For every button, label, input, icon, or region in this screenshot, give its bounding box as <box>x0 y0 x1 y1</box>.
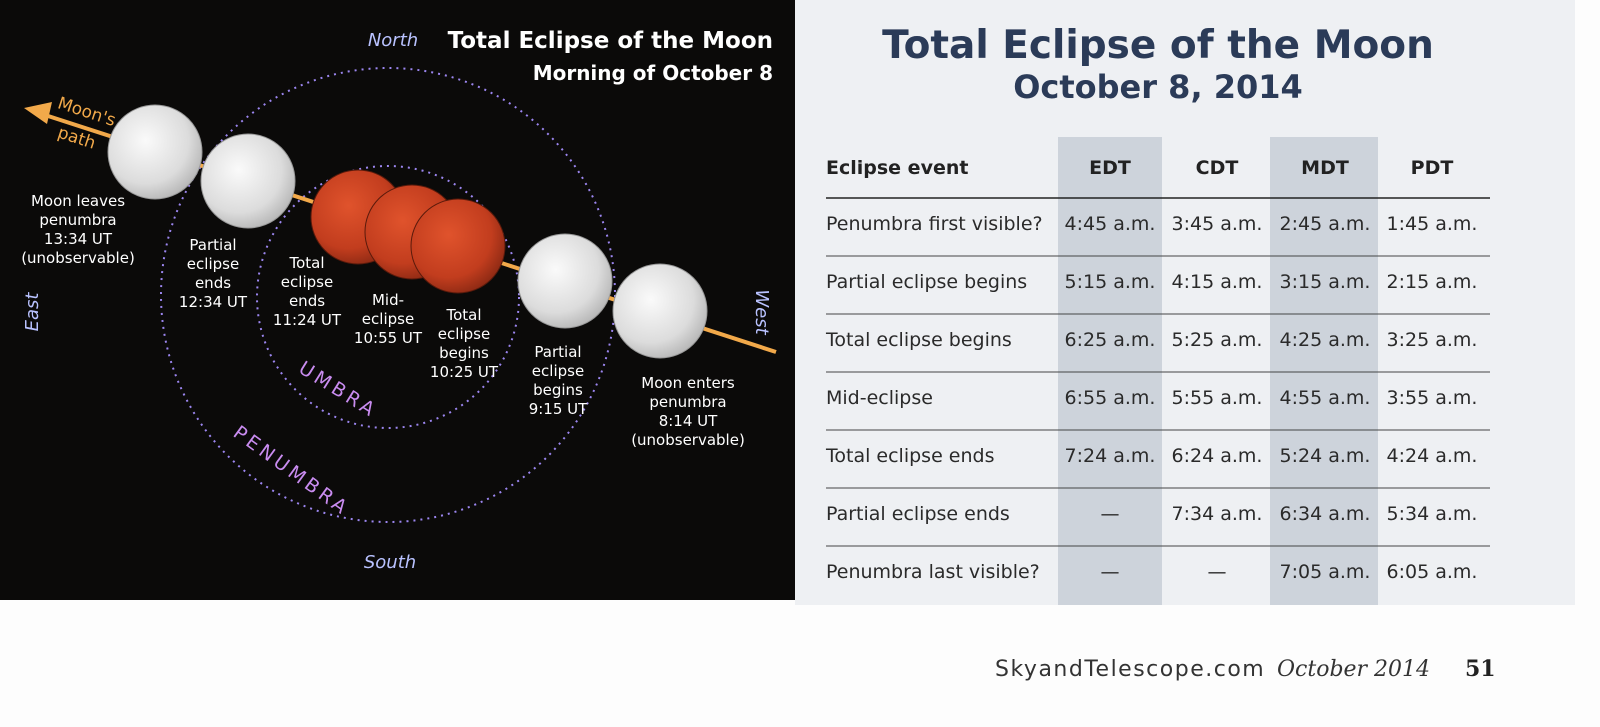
moon-label: 13:34 UT <box>44 230 113 248</box>
moon-label: Partial <box>189 236 236 254</box>
table-cell: 5:25 a.m. <box>1172 329 1263 351</box>
table-cell: Total eclipse ends <box>825 445 995 467</box>
table-header: MDT <box>1301 157 1349 179</box>
table-cell: Penumbra last visible? <box>826 561 1040 583</box>
table-cell: — <box>1101 503 1120 525</box>
table-cell: 1:45 a.m. <box>1387 213 1478 235</box>
moon <box>200 133 296 229</box>
moon-label: ends <box>195 274 231 292</box>
moon-label: 8:14 UT <box>659 412 718 430</box>
shaded-column <box>1058 137 1162 605</box>
table-cell: 7:34 a.m. <box>1172 503 1263 525</box>
table-cell: 3:45 a.m. <box>1172 213 1263 235</box>
table-cell: 2:45 a.m. <box>1280 213 1371 235</box>
moon-label: Moon enters <box>641 374 735 392</box>
table-cell: 4:55 a.m. <box>1280 387 1371 409</box>
path-arrow <box>24 102 52 124</box>
moon <box>517 233 613 329</box>
table-cell: 5:15 a.m. <box>1065 271 1156 293</box>
moon-label: penumbra <box>649 393 726 411</box>
diagram-title: Total Eclipse of the Moon <box>448 28 773 54</box>
umbra-circle <box>256 165 520 429</box>
penumbra-circle <box>160 67 616 523</box>
direction: North <box>368 30 418 51</box>
table-cell: 4:25 a.m. <box>1280 329 1371 351</box>
table-cell: 3:25 a.m. <box>1387 329 1478 351</box>
footer-page: 51 <box>1465 656 1496 682</box>
moon-label: eclipse <box>281 273 333 291</box>
moon <box>107 104 203 200</box>
moon-label: 12:34 UT <box>179 293 248 311</box>
table-cell: Partial eclipse begins <box>826 271 1027 293</box>
moon-label: begins <box>533 381 583 399</box>
table-title: Total Eclipse of the Moon <box>882 23 1434 68</box>
table-cell: 5:55 a.m. <box>1172 387 1263 409</box>
shaded-column <box>1270 137 1378 605</box>
table-cell: 7:24 a.m. <box>1065 445 1156 467</box>
moon-label: 9:15 UT <box>529 400 588 418</box>
moon-label: eclipse <box>532 362 584 380</box>
moon-label: (unobservable) <box>631 431 745 449</box>
direction: West <box>751 289 772 335</box>
table-header: PDT <box>1411 157 1454 179</box>
table-cell: 2:15 a.m. <box>1387 271 1478 293</box>
moon-label: begins <box>439 344 489 362</box>
table-cell: 4:45 a.m. <box>1065 213 1156 235</box>
moon-label: Total <box>288 254 324 272</box>
moon-label: 11:24 UT <box>273 311 342 329</box>
moon-label: penumbra <box>39 211 116 229</box>
table-cell: 6:34 a.m. <box>1280 503 1371 525</box>
table-cell: 7:05 a.m. <box>1280 561 1371 583</box>
table-cell: 6:05 a.m. <box>1387 561 1478 583</box>
moon-label: Total <box>445 306 481 324</box>
table-cell: Mid-eclipse <box>826 387 933 409</box>
table-cell: — <box>1101 561 1120 583</box>
table-cell: 4:15 a.m. <box>1172 271 1263 293</box>
table-cell: 4:24 a.m. <box>1387 445 1478 467</box>
table-cell: 6:55 a.m. <box>1065 387 1156 409</box>
table-cell: Partial eclipse ends <box>826 503 1010 525</box>
table-cell: Total eclipse begins <box>825 329 1012 351</box>
moon-label: Moon leaves <box>31 192 125 210</box>
footer-site: SkyandTelescope.com <box>995 657 1265 682</box>
moon-label: eclipse <box>362 310 414 328</box>
table-cell: 5:34 a.m. <box>1387 503 1478 525</box>
table-header: EDT <box>1089 157 1131 179</box>
moon-label: eclipse <box>187 255 239 273</box>
table-cell: 3:15 a.m. <box>1280 271 1371 293</box>
moon <box>612 263 708 359</box>
table-header: CDT <box>1196 157 1239 179</box>
moon-label: Mid- <box>372 291 404 309</box>
moon-label: (unobservable) <box>21 249 135 267</box>
footer-issue: October 2014 <box>1277 657 1430 682</box>
table-cell: 6:24 a.m. <box>1172 445 1263 467</box>
diagram-subtitle: Morning of October 8 <box>533 61 773 85</box>
table-cell: 5:24 a.m. <box>1280 445 1371 467</box>
table-subtitle: October 8, 2014 <box>1013 68 1303 106</box>
direction: South <box>364 552 416 573</box>
moon-label: 10:55 UT <box>354 329 423 347</box>
direction: East <box>22 292 43 332</box>
table-cell: 3:55 a.m. <box>1387 387 1478 409</box>
moon-label: ends <box>289 292 325 310</box>
moon-label: Partial <box>534 343 581 361</box>
table-cell: 6:25 a.m. <box>1065 329 1156 351</box>
table-cell: Penumbra first visible? <box>826 213 1043 235</box>
moon-label: 10:25 UT <box>430 363 499 381</box>
table-panel <box>795 0 1575 605</box>
table-header: Eclipse event <box>826 157 968 179</box>
moons <box>107 104 708 359</box>
table-cell: — <box>1208 561 1227 583</box>
moon <box>410 198 506 294</box>
moon-label: eclipse <box>438 325 490 343</box>
